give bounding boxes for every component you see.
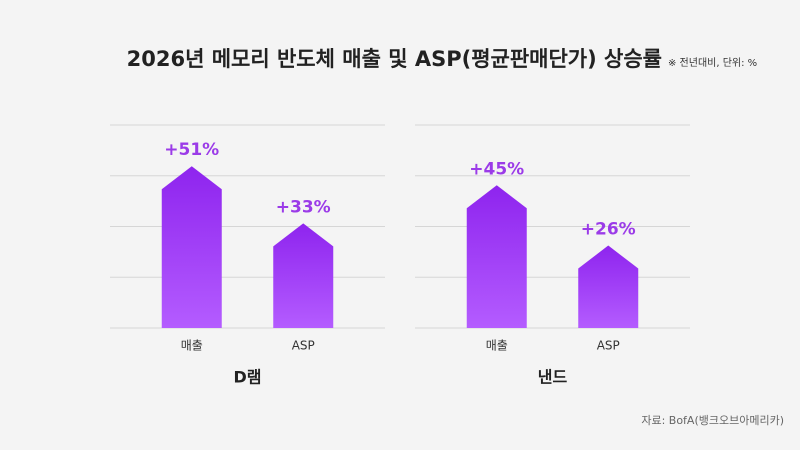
value-label: +45%: [469, 159, 524, 179]
chart-title: D램: [233, 368, 261, 387]
value-label: +26%: [581, 220, 636, 240]
x-tick-label: 매출: [181, 339, 203, 353]
value-label: +51%: [164, 140, 219, 160]
chart-title: 낸드: [538, 368, 568, 387]
note: ※ 전년대비, 단위: %: [668, 56, 757, 69]
source: 자료: BofA(뱅크오브아메리카): [641, 414, 784, 427]
title: 2026년 메모리 반도체 매출 및 ASP(평균판매단가) 상승률: [127, 47, 662, 71]
bar: [161, 166, 222, 328]
bar: [578, 245, 639, 328]
bar: [273, 223, 334, 328]
x-tick-label: 매출: [486, 339, 508, 353]
value-label: +33%: [276, 197, 331, 217]
x-tick-label: ASP: [292, 339, 315, 353]
bar: [466, 185, 527, 328]
x-tick-label: ASP: [597, 339, 620, 353]
